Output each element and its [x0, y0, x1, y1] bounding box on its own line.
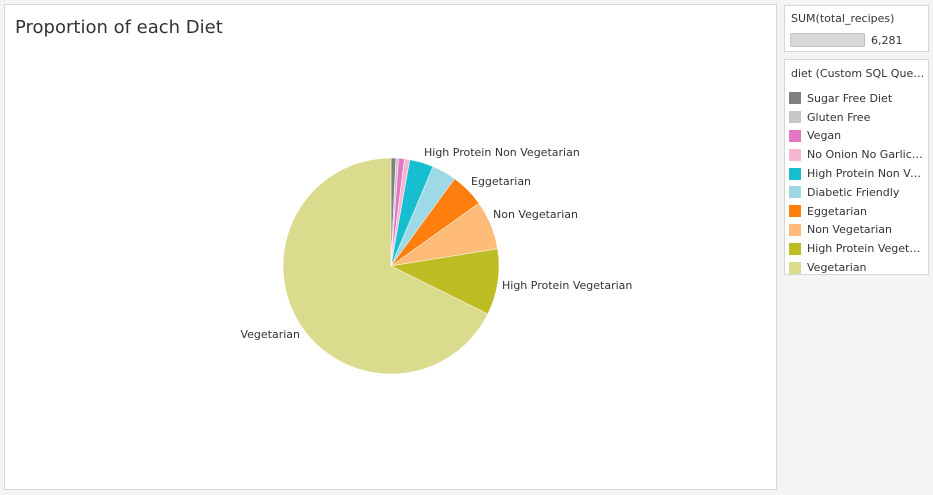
- legend-item-label: High Protein Vegetarian: [807, 242, 924, 256]
- legend-item-label: Vegan: [807, 129, 842, 143]
- pie-chart-view: Proportion of each Diet High Protein Non…: [4, 4, 777, 490]
- pie-slice[interactable]: [282, 157, 489, 375]
- legend-item-label: High Protein Non Vegetarian: [807, 167, 924, 181]
- legend-item[interactable]: Non Vegetarian: [789, 221, 926, 240]
- legend-swatch: [789, 111, 801, 124]
- legend-item[interactable]: Diabetic Friendly: [789, 183, 926, 202]
- legend-swatch: [789, 205, 801, 218]
- legend-item-label: Diabetic Friendly: [807, 185, 900, 199]
- legend-item-label: No Onion No Garlic (Sattvic): [807, 148, 924, 162]
- legend-item-label: Sugar Free Diet: [807, 91, 893, 105]
- legend-swatch: [789, 167, 801, 180]
- legend-item[interactable]: High Protein Non Vegetarian: [789, 164, 926, 183]
- legend-swatch: [789, 223, 801, 236]
- legend-swatch: [789, 92, 801, 105]
- legend-item[interactable]: Gluten Free: [789, 108, 926, 127]
- legend-title: diet (Custom SQL Query): [791, 67, 925, 80]
- legend-swatch: [789, 148, 801, 161]
- sum-card-title: SUM(total_recipes): [791, 12, 895, 25]
- legend-swatch: [789, 242, 801, 255]
- slice-label: Non Vegetarian: [493, 208, 578, 221]
- legend-swatch: [789, 186, 801, 199]
- chart-title: Proportion of each Diet: [15, 17, 223, 38]
- legend-item[interactable]: High Protein Vegetarian: [789, 239, 926, 258]
- slice-label: Vegetarian: [240, 328, 300, 341]
- sum-card: SUM(total_recipes) 6,281: [784, 5, 929, 52]
- legend-item-label: Gluten Free: [807, 110, 871, 124]
- legend-item[interactable]: Sugar Free Diet: [789, 89, 926, 108]
- sum-bar: [790, 33, 865, 47]
- legend-item-label: Eggetarian: [807, 204, 868, 218]
- legend-item[interactable]: Vegan: [789, 127, 926, 146]
- legend-item[interactable]: Eggetarian: [789, 202, 926, 221]
- legend-item[interactable]: No Onion No Garlic (Sattvic): [789, 145, 926, 164]
- slice-label: Eggetarian: [471, 175, 531, 188]
- slice-label: High Protein Vegetarian: [502, 279, 632, 292]
- slice-label: High Protein Non Vegetarian: [424, 146, 580, 159]
- color-legend: diet (Custom SQL Query) Sugar Free Diet G…: [784, 59, 929, 275]
- legend-swatch: [789, 129, 801, 142]
- legend-item[interactable]: Vegetarian: [789, 258, 926, 277]
- sum-card-value: 6,281: [871, 34, 903, 47]
- legend-list: Sugar Free Diet Gluten Free Vegan No Onion …: [789, 89, 926, 277]
- legend-swatch: [789, 261, 801, 274]
- legend-item-label: Vegetarian: [807, 261, 867, 275]
- pie-chart: High Protein Non Vegetarian Eggetarian Non…: [240, 146, 632, 375]
- legend-item-label: Non Vegetarian: [807, 223, 892, 237]
